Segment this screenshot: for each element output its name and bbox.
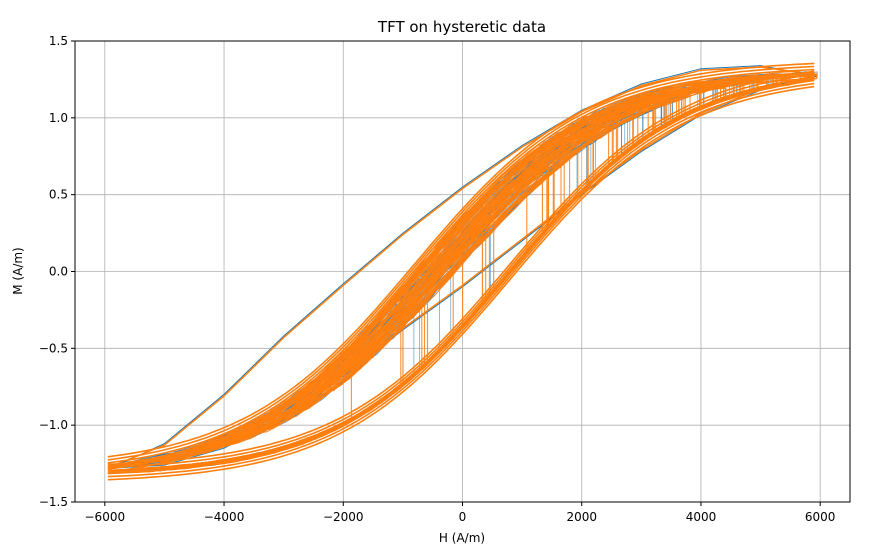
- data-layer: [107, 62, 818, 481]
- lower-branch: [107, 73, 815, 469]
- lower-branch: [107, 79, 815, 475]
- x-tick-label: −2000: [323, 510, 364, 524]
- x-tick-label: −4000: [204, 510, 245, 524]
- x-axis: −6000 −4000 −2000 0 2000 4000 6000: [85, 502, 836, 524]
- lower-branch: [107, 76, 815, 472]
- upper-branch: [107, 74, 815, 470]
- x-tick-label: 6000: [805, 510, 836, 524]
- chart-title: TFT on hysteretic data: [377, 18, 546, 36]
- y-tick-label: −1.0: [39, 418, 68, 432]
- y-tick-label: 0.0: [49, 265, 68, 279]
- y-tick-label: 1.0: [49, 111, 68, 125]
- upper-branch: [107, 62, 815, 458]
- x-tick-label: 0: [459, 510, 467, 524]
- x-tick-label: 2000: [566, 510, 597, 524]
- lower-branch: [107, 85, 815, 481]
- upper-branch: [107, 65, 815, 461]
- y-tick-label: 0.5: [49, 188, 68, 202]
- lower-branch: [107, 70, 815, 466]
- upper-branch: [107, 71, 815, 467]
- y-axis-label: M (A/m): [11, 247, 25, 294]
- y-tick-label: −0.5: [39, 341, 68, 355]
- x-axis-label: H (A/m): [439, 531, 485, 545]
- lower-branch: [107, 82, 815, 478]
- upper-branch: [107, 68, 815, 464]
- y-tick-label: 1.5: [49, 34, 68, 48]
- y-axis: −1.5 −1.0 −0.5 0.0 0.5 1.0 1.5: [39, 34, 75, 509]
- x-tick-label: −6000: [85, 510, 126, 524]
- y-tick-label: −1.5: [39, 495, 68, 509]
- upper-branch: [107, 78, 815, 473]
- x-tick-label: 4000: [686, 510, 717, 524]
